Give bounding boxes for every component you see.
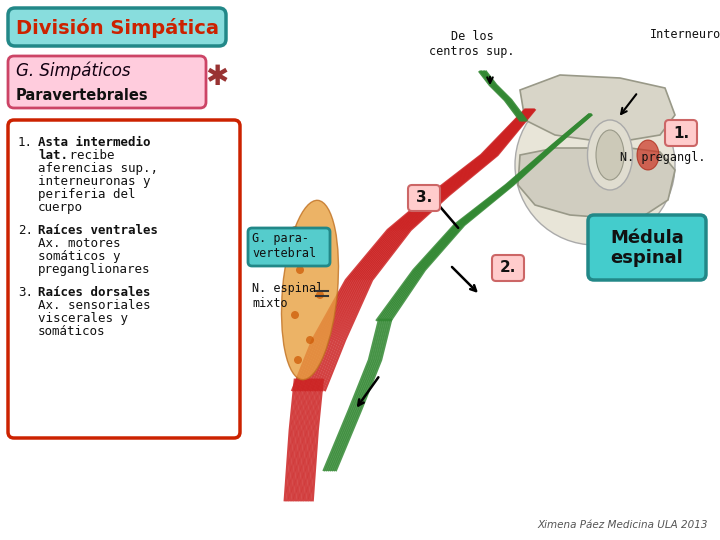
Text: G. Simpáticos: G. Simpáticos: [16, 62, 130, 80]
Text: somáticos y: somáticos y: [38, 250, 120, 263]
Text: De los
centros sup.: De los centros sup.: [429, 30, 515, 58]
Text: preganglionares: preganglionares: [38, 263, 150, 276]
Ellipse shape: [296, 266, 304, 274]
Text: N. espinal
mixto: N. espinal mixto: [252, 282, 323, 310]
Text: cuerpo: cuerpo: [38, 201, 83, 214]
Text: lat.: lat.: [38, 149, 68, 162]
Text: somáticos: somáticos: [38, 325, 106, 338]
Text: Raíces dorsales: Raíces dorsales: [38, 286, 150, 299]
Ellipse shape: [588, 120, 632, 190]
Ellipse shape: [316, 291, 324, 299]
Text: 2.: 2.: [18, 224, 33, 237]
FancyBboxPatch shape: [8, 56, 206, 108]
Text: Médula
espinal: Médula espinal: [610, 228, 684, 267]
FancyBboxPatch shape: [8, 8, 226, 46]
Ellipse shape: [291, 311, 299, 319]
Polygon shape: [520, 75, 675, 140]
Ellipse shape: [294, 356, 302, 364]
FancyBboxPatch shape: [665, 120, 697, 146]
Text: Interneurona: Interneurona: [650, 29, 720, 42]
Ellipse shape: [282, 200, 338, 380]
Ellipse shape: [306, 336, 314, 344]
Text: División Simpática: División Simpática: [16, 18, 218, 38]
Text: Paravertebrales: Paravertebrales: [16, 87, 148, 103]
Text: 3.: 3.: [18, 286, 33, 299]
Text: 2.: 2.: [500, 260, 516, 275]
FancyBboxPatch shape: [588, 215, 706, 280]
Text: interneuronas y: interneuronas y: [38, 175, 150, 188]
FancyBboxPatch shape: [408, 185, 440, 211]
Text: Asta intermedio: Asta intermedio: [38, 136, 150, 149]
Text: aferencias sup.,: aferencias sup.,: [38, 162, 158, 175]
Ellipse shape: [311, 246, 319, 254]
Text: 1.: 1.: [673, 125, 689, 140]
Ellipse shape: [596, 130, 624, 180]
Text: 1.: 1.: [18, 136, 33, 149]
Text: Ax. sensoriales: Ax. sensoriales: [38, 299, 150, 312]
FancyBboxPatch shape: [248, 228, 330, 266]
FancyBboxPatch shape: [8, 120, 240, 438]
Text: Ax. motores: Ax. motores: [38, 237, 120, 250]
FancyBboxPatch shape: [492, 255, 524, 281]
Text: recibe: recibe: [62, 149, 114, 162]
Ellipse shape: [515, 85, 675, 245]
Polygon shape: [518, 148, 675, 218]
Ellipse shape: [291, 226, 299, 234]
Text: ✱: ✱: [205, 63, 229, 91]
Text: periferia del: periferia del: [38, 188, 135, 201]
Text: Ximena Páez Medicina ULA 2013: Ximena Páez Medicina ULA 2013: [538, 520, 708, 530]
Text: G. para-
vertebral: G. para- vertebral: [252, 232, 316, 260]
Ellipse shape: [637, 140, 659, 170]
Text: Raíces ventrales: Raíces ventrales: [38, 224, 158, 237]
Text: viscerales y: viscerales y: [38, 312, 128, 325]
Text: 3.: 3.: [416, 191, 432, 206]
Text: N. pregangl.: N. pregangl.: [620, 152, 706, 165]
